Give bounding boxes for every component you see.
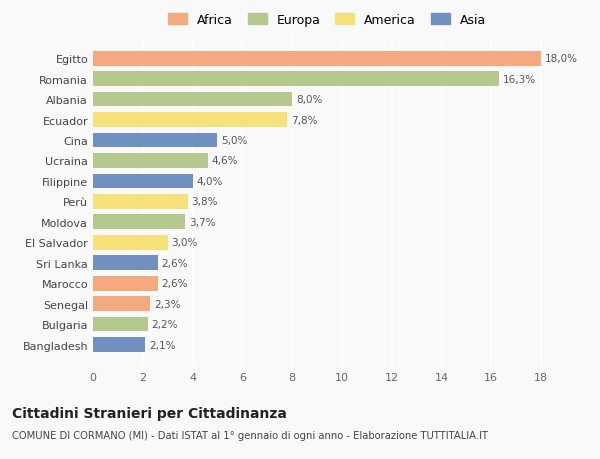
Legend: Africa, Europa, America, Asia: Africa, Europa, America, Asia (164, 10, 490, 30)
Text: 4,0%: 4,0% (196, 177, 223, 186)
Bar (93, 52, 541, 67)
Bar (93, 174, 193, 189)
Bar (93, 215, 185, 230)
Bar (93, 317, 148, 332)
Text: 8,0%: 8,0% (296, 95, 322, 105)
Text: 2,3%: 2,3% (154, 299, 181, 309)
Text: COMUNE DI CORMANO (MI) - Dati ISTAT al 1° gennaio di ogni anno - Elaborazione TU: COMUNE DI CORMANO (MI) - Dati ISTAT al 1… (12, 431, 488, 441)
Bar (93, 235, 167, 250)
Bar (93, 134, 217, 148)
Text: 2,6%: 2,6% (161, 258, 188, 268)
Bar (93, 276, 158, 291)
Bar (93, 337, 145, 352)
Bar (93, 297, 150, 311)
Bar (93, 113, 287, 128)
Text: 3,7%: 3,7% (189, 218, 215, 227)
Text: 5,0%: 5,0% (221, 136, 248, 146)
Text: 4,6%: 4,6% (211, 156, 238, 166)
Text: 18,0%: 18,0% (545, 54, 578, 64)
Text: 2,1%: 2,1% (149, 340, 176, 350)
Text: 3,8%: 3,8% (191, 197, 218, 207)
Text: 7,8%: 7,8% (291, 115, 317, 125)
Bar (93, 72, 499, 87)
Text: Cittadini Stranieri per Cittadinanza: Cittadini Stranieri per Cittadinanza (12, 406, 287, 420)
Text: 2,2%: 2,2% (151, 319, 178, 330)
Text: 3,0%: 3,0% (172, 238, 198, 248)
Text: 2,6%: 2,6% (161, 279, 188, 289)
Text: 16,3%: 16,3% (503, 74, 536, 84)
Bar (93, 256, 158, 270)
Bar (93, 154, 208, 168)
Bar (93, 93, 292, 107)
Bar (93, 195, 188, 209)
